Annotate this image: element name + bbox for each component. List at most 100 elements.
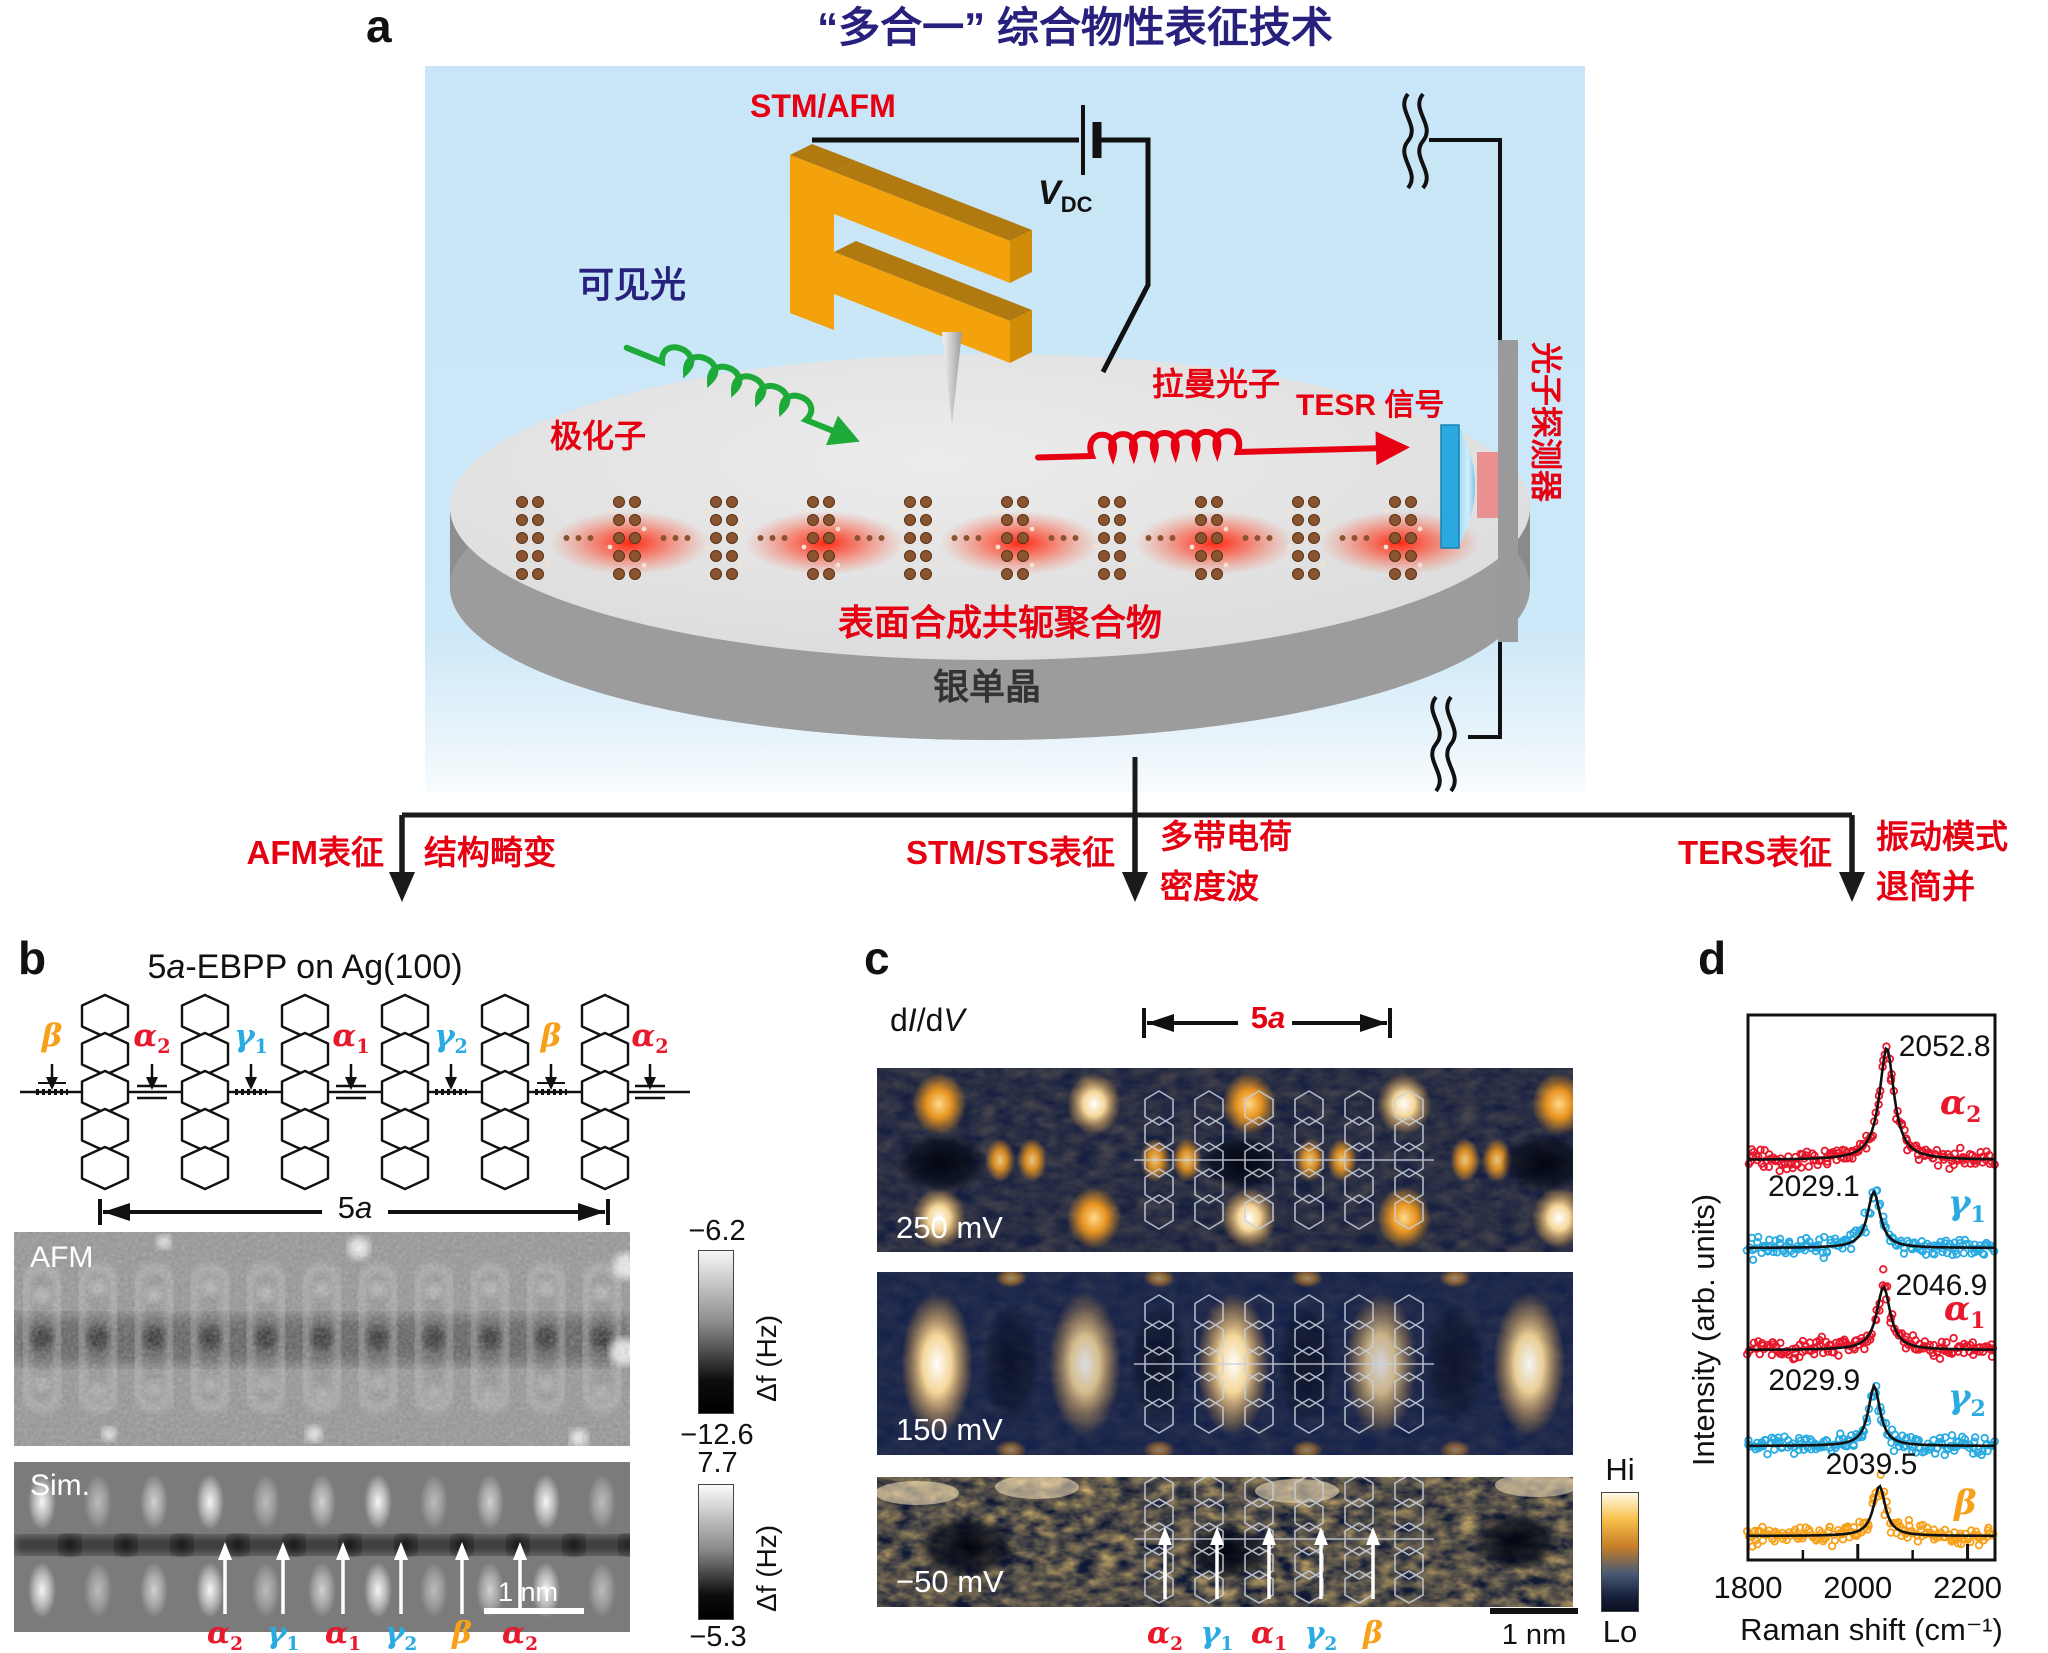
branch-ters-result-2: 退简并: [1876, 868, 1975, 905]
scalebar-label-b: 1 nm: [498, 1577, 559, 1607]
svg-text:α2: α2: [1940, 1083, 1981, 1128]
bias-dc: DC: [1060, 191, 1093, 217]
spectrum-γ1: 2029.1 γ1: [1742, 1170, 1999, 1265]
svg-text:γ1: γ1: [1948, 1183, 1986, 1228]
svg-text:1800: 1800: [1714, 1570, 1783, 1605]
didv-map-150mv: [877, 1272, 1573, 1455]
svg-text:2029.9: 2029.9: [1768, 1364, 1860, 1397]
stm-afm-label: STM/AFM: [750, 88, 896, 124]
branch-afm-result: 结构畸变: [424, 834, 556, 871]
span-5c: 5: [1250, 1000, 1268, 1035]
lens-and-detector: [1440, 340, 1518, 642]
panel-d-label: d: [1698, 932, 1727, 984]
span-arrow-5a-c: [1142, 1008, 1392, 1038]
bond-label-2: γ1: [234, 1018, 268, 1059]
afm-scale-unit: Δf (Hz): [751, 1314, 782, 1402]
map-site-label-0: α2: [1146, 1616, 1184, 1653]
sim-site-label-3: γ2: [384, 1616, 418, 1653]
branch-arrows: [389, 757, 1865, 902]
sim-site-label-1: γ1: [266, 1616, 300, 1653]
sim-scale-unit: Δf (Hz): [751, 1524, 782, 1612]
title-a: a: [166, 948, 186, 986]
bond-label-1: α2: [133, 1018, 171, 1059]
afm-simulation-image: [14, 1462, 630, 1632]
raman-photon-label: 拉曼光子: [1152, 366, 1281, 402]
sim-scale-max: 7.7: [697, 1447, 738, 1479]
polaron-label: 极化子: [550, 418, 647, 454]
branch-ters-technique: TERS表征: [1677, 834, 1832, 871]
bias-voltage-label: VDC: [1038, 175, 1093, 217]
map-site-label-3: γ2: [1304, 1616, 1338, 1653]
bond-label-5: β: [540, 1018, 562, 1054]
didv-label: dI/dV: [890, 1002, 965, 1038]
branch-afm-technique: AFM表征: [246, 834, 384, 871]
branch-sts-technique: STM/STS表征: [905, 834, 1115, 871]
branch-sts-result-1: 多带电荷: [1160, 818, 1292, 855]
conjugated-polymer-chain: [510, 496, 1480, 580]
panel-b-label: b: [18, 932, 47, 984]
sim-site-label-0: α2: [206, 1616, 244, 1653]
map-site-label-2: α1: [1250, 1616, 1288, 1653]
spectrum-β: 2039.5 β: [1742, 1448, 1998, 1551]
map-site-label-4: β: [1363, 1616, 1383, 1651]
tuning-fork-sensor: [790, 144, 1032, 363]
spectrum-α2: 2052.8 α2: [1744, 1030, 1999, 1176]
bias-minus50mv: −50 mV: [896, 1564, 1004, 1599]
bond-label-3: α1: [332, 1018, 370, 1059]
svg-text:γ2: γ2: [1948, 1377, 1986, 1422]
visible-light-label: 可见光: [578, 264, 687, 305]
map-site-label-1: γ1: [1200, 1616, 1234, 1653]
scalebar-label-c: 1 nm: [1501, 1619, 1567, 1651]
svg-text:2046.9: 2046.9: [1896, 1269, 1988, 1302]
detector-wire: [1402, 92, 1502, 793]
bias-circuit-wire: [812, 105, 1151, 374]
photon-arrows: [623, 344, 1410, 466]
bond-label-4: γ2: [434, 1018, 468, 1059]
span-a: a: [355, 1190, 373, 1225]
chemical-structure-5a-ebpp: [20, 993, 690, 1191]
span-5: 5: [337, 1190, 355, 1225]
didv-map-minus50mv: [877, 1477, 1573, 1607]
svg-text:2000: 2000: [1823, 1570, 1892, 1605]
panel-b-title: 5a-EBPP on Ag(100): [60, 948, 550, 986]
didv-v: V: [943, 1002, 965, 1038]
afm-image: [14, 1232, 630, 1446]
bias-150mv: 150 mV: [896, 1412, 1003, 1447]
sim-site-label-5: α2: [501, 1616, 539, 1653]
sim-site-label-2: α1: [324, 1616, 362, 1653]
span-label-5a-c: 5a: [1240, 1000, 1296, 1035]
bias-250mv: 250 mV: [896, 1210, 1003, 1245]
afm-scale-min: −12.6: [680, 1419, 754, 1451]
svg-text:2200: 2200: [1933, 1570, 2002, 1605]
substrate-label: 银单晶: [932, 666, 1041, 707]
polymer-label: 表面合成共轭聚合物: [837, 602, 1162, 643]
bond-label-6: α2: [631, 1018, 669, 1059]
sim-image-label: Sim.: [30, 1469, 90, 1502]
sim-scale-min: −5.3: [689, 1621, 747, 1653]
probe-tip: [942, 332, 962, 424]
didv-colorbar: [1601, 1492, 1639, 1612]
span-arrow-5a-b: [98, 1199, 610, 1225]
title-5: 5: [147, 948, 167, 986]
colorbar-hi: Hi: [1605, 1452, 1635, 1487]
sim-site-label-4: β: [452, 1616, 472, 1651]
afm-colorbar: [698, 1250, 734, 1414]
svg-text:2029.1: 2029.1: [1768, 1170, 1860, 1203]
photon-detector-label: 光子探测器: [1528, 342, 1564, 503]
span-ac: a: [1268, 1000, 1286, 1035]
spectrum-α1: 2046.9α1: [1743, 1265, 1998, 1364]
x-axis-label: Raman shift (cm⁻¹): [1740, 1612, 2003, 1647]
y-axis-label: Intensity (arb. units): [1690, 1194, 1721, 1466]
tesr-signal-label: TESR 信号: [1296, 389, 1445, 422]
silver-crystal-disk: [450, 354, 1530, 740]
figure-title: “多合一” 综合物性表征技术: [817, 4, 1333, 51]
sim-colorbar: [698, 1484, 734, 1620]
didv-d: d: [890, 1002, 908, 1038]
afm-image-label: AFM: [30, 1241, 94, 1274]
didv-slash: /d: [916, 1002, 944, 1038]
scalebar-line-c: [1490, 1608, 1578, 1614]
colorbar-lo: Lo: [1602, 1614, 1638, 1649]
